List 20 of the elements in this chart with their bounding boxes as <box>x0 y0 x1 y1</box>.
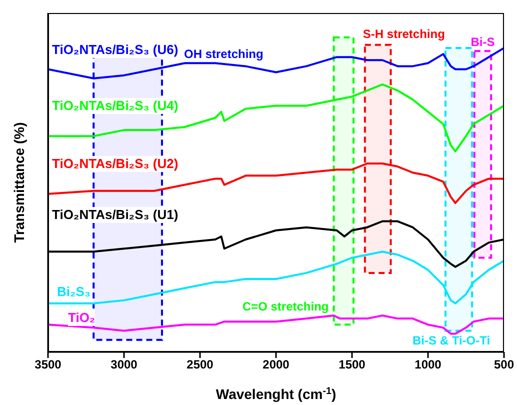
series-label: TiO₂NTAs/Bi₂S₃ (U4) <box>52 98 178 114</box>
band-label: Bi-S <box>470 35 495 50</box>
x-tick-label: 3500 <box>34 358 62 372</box>
band-label: Bi-S & Ti-O-Ti <box>412 334 490 348</box>
x-tick-label: 1500 <box>338 358 366 372</box>
band-label: OH stretching <box>184 46 264 61</box>
series-label: TiO₂NTAs/Bi₂S₃ (U2) <box>52 156 178 172</box>
y-axis-title: Transmittance (%) <box>11 122 27 243</box>
band-label: C=O stretching <box>242 300 329 314</box>
series-label: TiO₂NTAs/Bi₂S₃ (U6) <box>52 42 178 58</box>
band-label: S-H stretching <box>362 26 445 41</box>
x-tick-label: 2000 <box>262 358 290 372</box>
x-tick-label: 1000 <box>414 358 442 372</box>
series-label: TiO₂NTAs/Bi₂S₃ (U1) <box>52 207 178 223</box>
series-label: Bi₂S₃ <box>57 284 90 300</box>
x-axis-title: Wavelenght (cm$^{-1}$) <box>216 386 336 402</box>
x-tick-label: 3000 <box>110 358 138 372</box>
x-tick-label: 500 <box>494 358 514 372</box>
series-label: TiO₂ <box>68 310 96 326</box>
x-tick-label: 2500 <box>186 358 214 372</box>
